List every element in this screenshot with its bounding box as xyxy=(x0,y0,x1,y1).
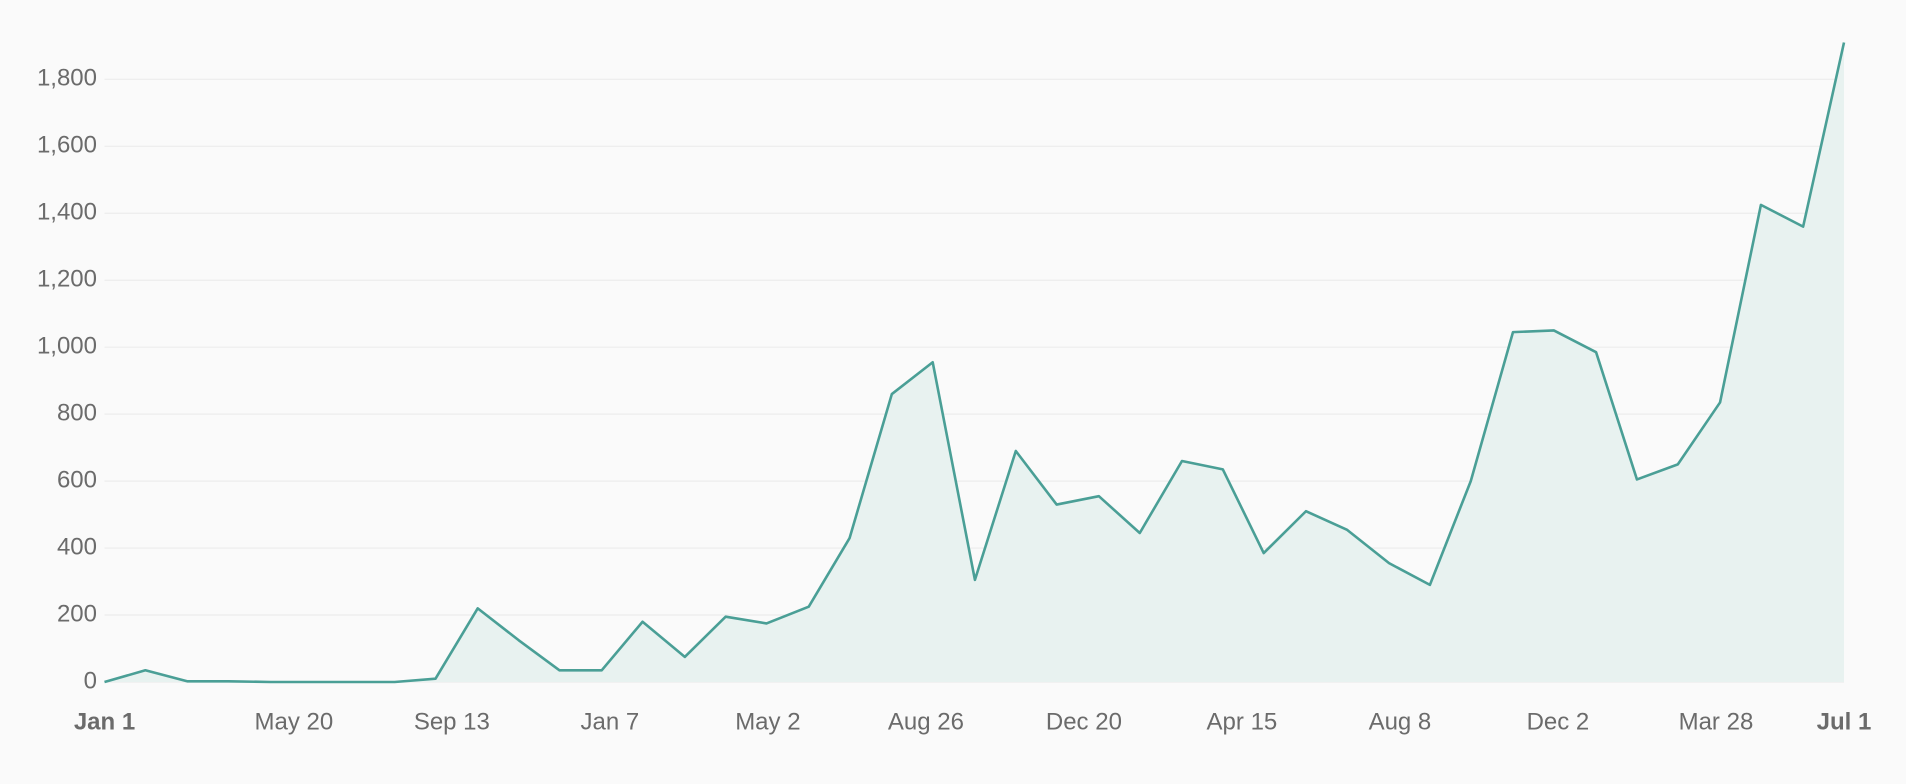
y-tick-label: 200 xyxy=(57,600,97,627)
y-tick-label: 1,600 xyxy=(37,132,97,159)
y-tick-label: 400 xyxy=(57,533,97,560)
x-tick-label: Aug 26 xyxy=(888,708,964,735)
x-tick-label: May 2 xyxy=(735,708,800,735)
x-tick-label: Jul 1 xyxy=(1817,708,1872,735)
x-tick-label: Mar 28 xyxy=(1679,708,1754,735)
x-tick-label: Dec 20 xyxy=(1046,708,1122,735)
x-tick-label: May 20 xyxy=(254,708,333,735)
y-tick-label: 800 xyxy=(57,399,97,426)
y-tick-label: 1,200 xyxy=(37,266,97,293)
line xyxy=(104,42,1846,684)
x-tick-label: Jan 7 xyxy=(581,708,640,735)
x-tick-label: Aug 8 xyxy=(1369,708,1432,735)
x-tick-label: Apr 15 xyxy=(1207,708,1278,735)
y-tick-label: 1,800 xyxy=(37,65,97,92)
y-tick-label: 1,000 xyxy=(37,333,97,360)
y-tick-label: 600 xyxy=(57,466,97,493)
x-tick-label: Jan 1 xyxy=(74,708,135,735)
y-tick-label: 0 xyxy=(84,667,97,694)
x-tick-label: Sep 13 xyxy=(414,708,490,735)
x-tick-label: Dec 2 xyxy=(1527,708,1590,735)
y-tick-label: 1,400 xyxy=(37,199,97,226)
area-fill xyxy=(104,42,1844,682)
